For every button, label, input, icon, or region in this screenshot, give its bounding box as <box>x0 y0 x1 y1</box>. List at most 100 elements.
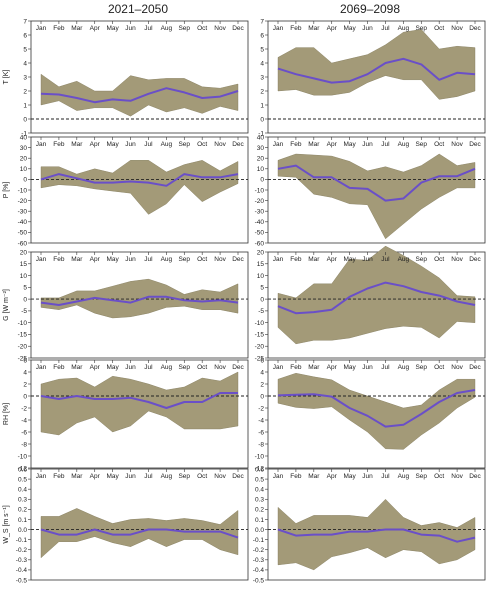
range-band <box>40 160 239 215</box>
x-tick-label: Jun <box>362 141 373 148</box>
y-tick-label: 20 <box>257 249 265 256</box>
panel-frame <box>30 468 249 581</box>
y-tick-label: 0 <box>23 393 27 400</box>
x-tick-label: Jan <box>36 473 47 480</box>
x-tick-label: Jun <box>362 25 373 32</box>
y-tick-label: -20 <box>255 198 265 205</box>
panel-frame <box>30 20 249 134</box>
x-tick-label: May <box>106 473 119 480</box>
x-tick-label: Jul <box>144 473 153 480</box>
panel-row5-col1: -0.5 -0.4 -0.3 -0.2 -0.1 0.0 0.1 0.2 0.3 0.4 0.5 0.… <box>16 466 249 584</box>
range-band <box>40 278 239 319</box>
x-tick-label: Mar <box>308 473 320 480</box>
y-tick-label: -15 <box>18 332 28 339</box>
y-tick-label: 6 <box>23 357 27 364</box>
range-band <box>40 73 239 117</box>
y-axis-label: T [K] <box>3 70 10 85</box>
y-tick-label: -40 <box>255 219 265 226</box>
x-tick-label: May <box>106 25 119 32</box>
x-tick-label: Sep <box>415 141 427 148</box>
x-tick-label: May <box>106 364 119 371</box>
x-tick-label: May <box>343 364 356 371</box>
x-tick-label: Jan <box>273 25 284 32</box>
x-tick-label: Dec <box>469 25 481 32</box>
x-tick-label: Jan <box>273 364 284 371</box>
x-tick-label: Nov <box>214 141 226 148</box>
y-tick-label: 2 <box>260 88 264 95</box>
y-tick-label: -10 <box>18 187 28 194</box>
y-tick-label: -10 <box>255 320 265 327</box>
x-tick-label: Apr <box>327 256 338 263</box>
y-tick-label: 2 <box>260 381 264 388</box>
range-band <box>277 499 476 571</box>
y-tick-label: -50 <box>255 230 265 237</box>
y-tick-label: -10 <box>18 453 28 460</box>
y-tick-label: 4 <box>260 60 264 67</box>
panel-row1-col2: -1 0 1 2 3 4 5 6 7 Jan Feb Mar Apr May Jun Jul Aug Sep Oct… <box>258 18 486 137</box>
mean-line <box>40 392 238 409</box>
x-tick-label: Dec <box>232 256 244 263</box>
x-tick-label: Apr <box>90 256 101 263</box>
x-tick-label: Sep <box>415 25 427 32</box>
x-tick-label: Mar <box>308 141 320 148</box>
x-tick-label: Feb <box>290 364 302 371</box>
y-tick-label: -0.3 <box>16 557 28 564</box>
x-tick-label: Dec <box>232 473 244 480</box>
x-tick-label: Nov <box>451 473 463 480</box>
y-tick-label: -60 <box>255 240 265 247</box>
y-tick-label: 0 <box>23 177 27 184</box>
x-tick-label: Jun <box>362 473 373 480</box>
x-tick-label: Apr <box>327 473 338 480</box>
y-tick-label: -0.1 <box>253 537 265 544</box>
x-tick-label: Sep <box>178 141 190 148</box>
x-tick-label: Jun <box>125 141 136 148</box>
y-tick-label: -0.2 <box>253 547 265 554</box>
y-axis-label: RH [%] <box>3 403 10 425</box>
y-tick-label: -2 <box>258 405 264 412</box>
x-tick-label: Mar <box>308 364 320 371</box>
x-tick-label: Jun <box>125 256 136 263</box>
x-tick-label: Nov <box>214 25 226 32</box>
y-tick-label: -1 <box>258 130 264 137</box>
y-tick-label: 2 <box>23 381 27 388</box>
x-tick-label: Sep <box>415 364 427 371</box>
x-tick-label: Dec <box>469 473 481 480</box>
y-tick-label: 0.0 <box>18 527 27 534</box>
y-tick-label: -4 <box>21 417 27 424</box>
x-tick-label: May <box>343 256 356 263</box>
x-tick-label: Feb <box>53 25 65 32</box>
y-tick-label: 1 <box>260 102 264 109</box>
x-tick-label: Mar <box>71 141 83 148</box>
panel-frame <box>267 359 486 469</box>
y-tick-label: 5 <box>23 285 27 292</box>
y-tick-label: -0.2 <box>16 547 28 554</box>
panel-frame <box>267 468 486 581</box>
x-tick-label: Sep <box>415 256 427 263</box>
y-tick-label: 3 <box>23 74 27 81</box>
y-tick-label: 10 <box>20 166 28 173</box>
y-tick-label: -60 <box>18 240 28 247</box>
x-tick-label: Jul <box>144 25 153 32</box>
y-tick-label: 0 <box>23 116 27 123</box>
x-tick-label: Jul <box>381 364 390 371</box>
y-tick-label: -12 <box>255 465 265 472</box>
y-tick-label: 4 <box>23 369 27 376</box>
y-axis-label: W_S [m s⁻¹] <box>3 505 10 543</box>
panel-frame <box>267 251 486 359</box>
y-tick-label: 0.0 <box>255 527 264 534</box>
x-tick-label: May <box>106 256 119 263</box>
x-tick-label: Aug <box>161 256 173 263</box>
panel-row3-col2: -25 -20 -15 -10 -5 0 5 10 15 20 Jan Feb Mar Apr May Jun… <box>255 245 486 362</box>
x-tick-label: Apr <box>327 141 338 148</box>
y-tick-label: 0.3 <box>18 497 27 504</box>
mean-line <box>40 528 239 539</box>
x-tick-label: Apr <box>90 473 101 480</box>
x-tick-label: May <box>343 141 356 148</box>
x-tick-label: Jun <box>362 256 373 263</box>
x-tick-label: Nov <box>451 141 463 148</box>
x-tick-label: Aug <box>398 364 410 371</box>
y-tick-label: 0.1 <box>255 517 264 524</box>
y-tick-label: -12 <box>18 465 28 472</box>
y-tick-label: 15 <box>257 261 265 268</box>
